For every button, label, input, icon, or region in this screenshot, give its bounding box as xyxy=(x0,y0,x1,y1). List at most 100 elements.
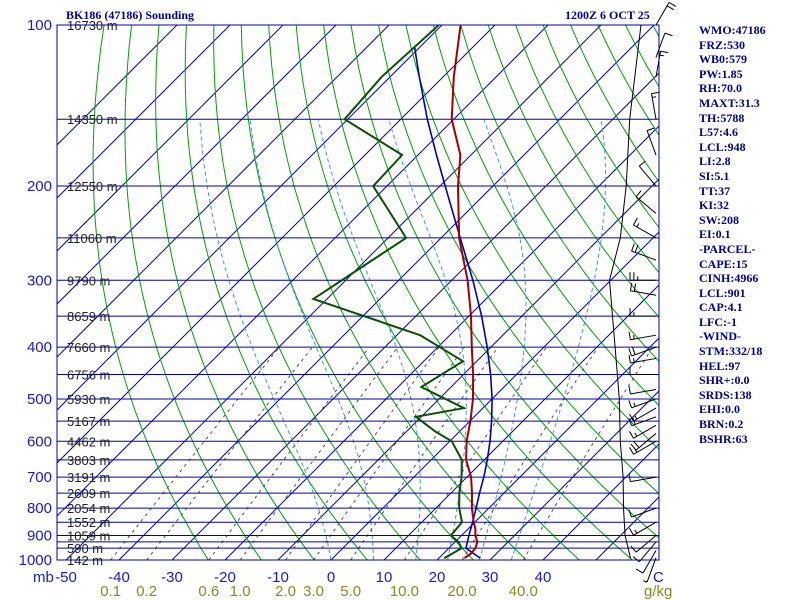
wind-barb xyxy=(630,433,657,451)
wind-barb xyxy=(638,160,657,187)
height-tick-label: 7660 m xyxy=(67,340,110,355)
isobar-lines xyxy=(57,25,659,560)
height-tick-label: 3191 m xyxy=(67,470,110,485)
wind-barb-staff xyxy=(655,2,670,26)
wind-barb xyxy=(633,217,657,239)
wind-barb-half-flag xyxy=(634,432,638,437)
dry-adiabat-line xyxy=(378,25,659,495)
wind-barb-staff xyxy=(631,398,657,409)
wind-barb xyxy=(629,521,657,536)
stability-index: SHR+:0.0 xyxy=(699,373,750,388)
height-tick-label: 14350 m xyxy=(67,112,118,127)
pressure-tick-label: 700 xyxy=(27,469,52,486)
stability-index: SW:208 xyxy=(699,212,740,227)
wind-barb xyxy=(628,331,657,341)
height-tick-label: 2054 m xyxy=(67,501,110,516)
wind-barb-staff xyxy=(635,535,657,553)
temperature-tick-label: 40 xyxy=(535,569,552,586)
wind-barb xyxy=(655,50,669,77)
wind-barb-half-flag xyxy=(638,195,643,200)
stability-index: STM:332/18 xyxy=(699,344,763,359)
wind-barb-half-flag xyxy=(634,529,638,534)
stability-index: FRZ:530 xyxy=(699,37,745,52)
stability-index: L57:4.6 xyxy=(699,125,738,140)
pressure-tick-label: 200 xyxy=(27,178,52,195)
dry-adiabat-line xyxy=(268,25,528,560)
pressure-unit-label: mb xyxy=(33,569,54,586)
wind-barb-flag xyxy=(628,509,633,518)
wind-barb xyxy=(628,398,657,409)
stability-index: CAP:4.1 xyxy=(699,300,743,315)
mixing-ratio-line xyxy=(208,346,370,560)
wind-profile-trace xyxy=(608,24,642,559)
wind-barb-flag xyxy=(634,244,639,253)
wind-barb-staff xyxy=(633,224,657,239)
wind-barb-half-flag xyxy=(652,96,657,98)
dry-adiabat-line xyxy=(124,25,262,560)
wind-barb-staff xyxy=(631,416,657,427)
height-tick-label: 3803 m xyxy=(67,453,110,468)
temperature-tick-label: -40 xyxy=(108,569,130,586)
height-tick-label: 5167 m xyxy=(67,414,110,429)
wind-barb-staff xyxy=(646,557,657,583)
height-tick-label: 590 m xyxy=(67,541,103,556)
wind-barb-flag xyxy=(646,127,655,132)
wind-barb xyxy=(643,557,657,583)
isotherm-line xyxy=(118,25,655,560)
wind-barb-staff xyxy=(631,507,657,518)
height-tick-label: 1552 m xyxy=(67,515,110,530)
wind-barb xyxy=(632,541,657,563)
isotherm-line xyxy=(489,390,659,560)
mixing-ratio-line xyxy=(110,346,280,560)
wind-barb-half-flag xyxy=(659,54,664,57)
wind-barb xyxy=(629,308,656,317)
isotherm-line xyxy=(542,443,659,560)
wind-barb-half-flag xyxy=(636,223,640,228)
stability-index: BRN:0.2 xyxy=(699,417,744,432)
wind-barb-flag xyxy=(629,413,634,422)
stability-index: WMO:47186 xyxy=(699,23,766,37)
wind-barb xyxy=(655,2,677,26)
mixing-ratio-tick-label: 3.0 xyxy=(303,583,324,600)
temperature-tick-label: 10 xyxy=(376,569,393,586)
dry-adiabat-line xyxy=(405,25,659,450)
stability-index: PW:1.85 xyxy=(699,66,743,81)
wind-barb xyxy=(628,507,657,518)
stability-index: TH:5788 xyxy=(699,110,745,125)
dry-adiabat-line xyxy=(460,25,659,362)
mixing-ratio-lines xyxy=(110,346,654,560)
wind-barb-flag xyxy=(630,443,637,451)
wind-barb-flag xyxy=(629,282,633,291)
wind-barb-flag xyxy=(628,331,631,340)
isotherm-line xyxy=(65,25,602,560)
temperature-tick-label: -10 xyxy=(267,569,289,586)
moist-adiabat-line xyxy=(317,119,421,560)
dewpoint-trace xyxy=(311,25,468,559)
wind-barb xyxy=(635,190,657,214)
wind-barb xyxy=(629,366,656,375)
moist-adiabat-line xyxy=(388,119,467,560)
stability-index: EI:0.1 xyxy=(699,227,731,242)
stability-index: LCL:901 xyxy=(699,285,746,300)
wind-barb-staff xyxy=(633,407,657,422)
wind-barb-flag xyxy=(630,545,637,553)
mixing-ratio-line xyxy=(239,346,399,560)
dry-adiabat-line xyxy=(487,25,659,318)
isotherm-line xyxy=(57,25,284,252)
stability-indices-list: WMO:47186 FRZ:530 WB0:579 PW:1.85 RH:70.0 MAX… xyxy=(699,23,766,446)
valid-time: 1200Z 6 OCT 25 xyxy=(565,8,650,22)
mixing-ratio-tick-label: 1.0 xyxy=(230,583,251,600)
dry-adiabat-line xyxy=(184,25,368,560)
wind-barb-flag xyxy=(629,431,634,439)
height-tick-label: 2609 m xyxy=(67,486,110,501)
stability-index: SI:5.1 xyxy=(699,168,730,183)
height-tick-label: 1059 m xyxy=(67,529,110,544)
wind-barb xyxy=(629,282,657,296)
stability-index: -PARCEL- xyxy=(699,241,756,256)
sounding-profiles xyxy=(311,25,493,559)
wind-barb-half-flag xyxy=(633,402,636,407)
stability-index: RH:70.0 xyxy=(699,81,742,96)
pressure-tick-label: 800 xyxy=(27,500,52,517)
wind-barb-half-flag xyxy=(633,334,635,340)
